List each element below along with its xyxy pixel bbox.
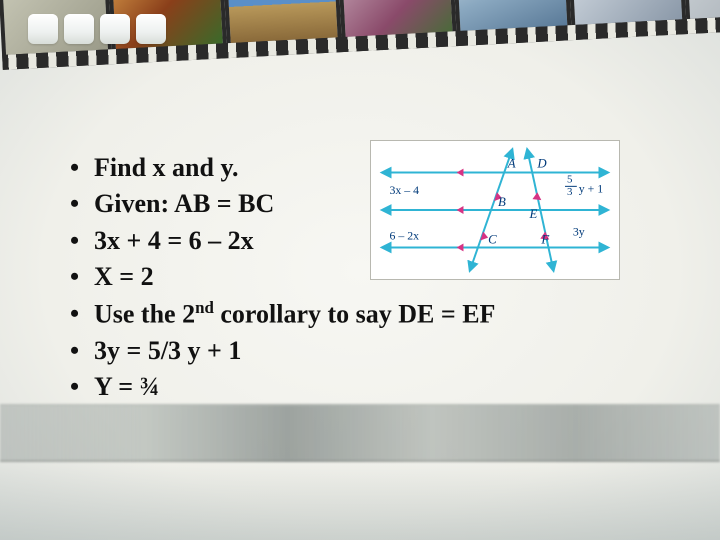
bullet-item: 3y = 5/3 y + 1	[70, 333, 660, 369]
svg-text:y + 1: y + 1	[579, 181, 603, 195]
corner-square	[136, 14, 166, 44]
expr-left-bot: 6 – 2x	[390, 229, 420, 243]
bottom-strip-decor	[0, 404, 720, 462]
label-C: C	[488, 233, 497, 247]
label-F: F	[540, 233, 549, 247]
corner-square	[28, 14, 58, 44]
expr-right-bot: 3y	[573, 225, 585, 239]
bottom-fade	[0, 460, 720, 540]
expr-right-top: 53	[567, 173, 572, 198]
corner-square	[64, 14, 94, 44]
expr-left-top: 3x – 4	[390, 183, 420, 197]
geometry-figure: A D B E C F 3x – 4 6 – 2x 53 y + 1 3y	[370, 140, 620, 280]
corner-square	[100, 14, 130, 44]
label-E: E	[529, 207, 538, 221]
label-A: A	[507, 157, 516, 171]
bullet-item: Use the 2nd corollary to say DE = EF	[70, 296, 660, 333]
corner-squares	[28, 14, 166, 44]
label-B: B	[498, 195, 506, 209]
bullet-item: Y = ¾	[70, 369, 660, 405]
label-D: D	[536, 157, 547, 171]
